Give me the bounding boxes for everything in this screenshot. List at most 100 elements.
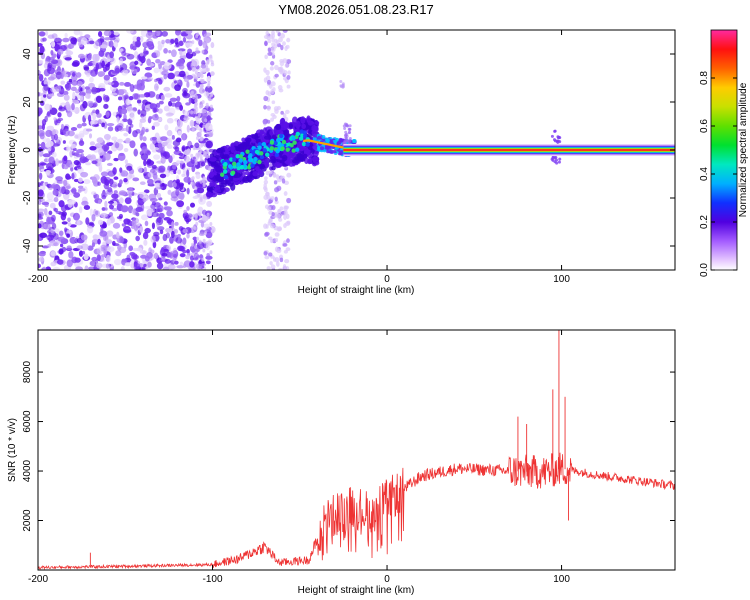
spectrogram-cell (271, 30, 275, 36)
spectrogram-cell (223, 162, 228, 167)
spectrogram-cell (113, 157, 119, 162)
spectrogram-cell (220, 184, 225, 192)
spectrogram-cell (202, 124, 206, 129)
spectrogram-cell (63, 90, 69, 96)
spectrogram-cell (144, 255, 150, 262)
spectrogram-cell (52, 266, 61, 270)
spectrogram-cell (50, 251, 56, 257)
spectrogram-cell (175, 236, 183, 244)
spectrogram-cell (176, 265, 185, 269)
spectrogram-cell (262, 148, 267, 153)
spectrogram-cell (110, 92, 118, 96)
spectrogram-cell (348, 127, 352, 131)
spectrogram-cell (100, 212, 108, 218)
spectrogram-cell (277, 208, 281, 215)
spectrogram-cell (186, 187, 190, 195)
spectrogram-cell (104, 152, 111, 161)
spectrogram-cell (49, 202, 56, 209)
spectrogram-cell (155, 77, 162, 81)
spectrogram-cell (206, 59, 210, 64)
spectrogram-cell (163, 48, 168, 54)
spectrogram-cell (151, 222, 156, 230)
spectrogram-cell (72, 212, 81, 221)
steady-tone-band (343, 149, 675, 151)
spectrogram-cell (146, 58, 152, 66)
spectrogram-cell (132, 93, 139, 100)
spectrogram-cell (182, 87, 188, 94)
spectrogram-cell (286, 84, 291, 89)
spectrogram-cell (120, 266, 125, 270)
spectrogram-cell (142, 136, 147, 142)
spectrogram-cell (209, 222, 213, 227)
spectrogram-cell (263, 104, 267, 110)
spectrogram-cell (193, 226, 197, 231)
spectrogram-x-label: Height of straight line (km) (298, 285, 415, 296)
spectrogram-cell (140, 109, 147, 117)
spectrogram-cell (187, 48, 193, 54)
spectrogram-cell (176, 160, 181, 164)
spectrogram-cell (219, 152, 225, 159)
spectrogram-cell (555, 161, 559, 165)
spectrogram-cell (201, 49, 205, 54)
spectrogram-cell (175, 188, 180, 197)
spectrogram-cell (188, 97, 193, 104)
spectrogram-cell (98, 50, 105, 57)
spectrogram-cell (60, 102, 67, 106)
spectrogram-cell (243, 159, 248, 165)
spectrogram-cell (267, 47, 272, 53)
spectrogram-cell (208, 167, 212, 172)
spectrogram-cell (96, 112, 102, 118)
spectrogram-cell (163, 201, 168, 206)
spectrogram-cell (269, 223, 276, 229)
spectrogram-cell (46, 111, 51, 117)
spectrogram-cell (103, 249, 107, 255)
spectrogram-cell (164, 258, 171, 264)
spectrogram-cell (156, 192, 162, 199)
spectrogram-cell (145, 32, 154, 39)
spectrogram-cell (40, 100, 45, 106)
spectrogram-cell (85, 217, 90, 225)
spectrogram-cell (62, 156, 68, 165)
spectrogram-cell (91, 176, 98, 184)
spectrogram-cell (58, 248, 64, 255)
spectrogram-cell (71, 103, 75, 111)
spectrogram-cell (281, 154, 288, 162)
spectrogram-cell (282, 41, 286, 46)
spectrogram-cell (177, 234, 181, 238)
spectrogram-cell (116, 216, 123, 220)
spectrogram-cell (266, 266, 271, 270)
spectrogram-cell (195, 80, 201, 88)
spectrogram-cell (51, 129, 59, 136)
spectrogram-cell (83, 204, 91, 210)
spectrogram-cell (101, 144, 110, 152)
spectrogram-cell (171, 134, 175, 140)
spectrogram-cell (160, 136, 168, 142)
spectrogram-cell (119, 236, 124, 244)
spectrogram-cell (121, 50, 127, 56)
spectrogram-cell (193, 239, 198, 244)
spectrogram-cell (96, 254, 101, 262)
y-tick-label: 0 (22, 147, 33, 153)
spectrogram-cell (195, 34, 199, 39)
spectrogram-cell (144, 72, 153, 79)
spectrogram-cell (191, 66, 195, 71)
spectrogram-cell (53, 196, 59, 203)
spectrogram-cell (352, 139, 357, 144)
spectrogram-cell (146, 210, 153, 217)
spectrogram-cell (129, 251, 136, 256)
spectrogram-cell (94, 193, 100, 200)
spectrogram-cell (282, 58, 288, 64)
x-tick-label: -100 (203, 274, 223, 285)
spectrogram-cell (83, 179, 91, 185)
spectrogram-cell (138, 94, 147, 98)
spectrogram-cell (168, 49, 172, 54)
spectrogram-cell (201, 214, 209, 222)
spectrogram-cell (313, 125, 319, 133)
spectrogram-ridge (303, 139, 675, 156)
spectrogram-cell (82, 158, 89, 163)
spectrogram-cell (252, 171, 259, 177)
spectrogram-cell (139, 191, 148, 200)
spectrogram-cell (257, 159, 262, 165)
spectrogram-cell (263, 158, 268, 166)
spectrogram-cell (47, 140, 54, 147)
